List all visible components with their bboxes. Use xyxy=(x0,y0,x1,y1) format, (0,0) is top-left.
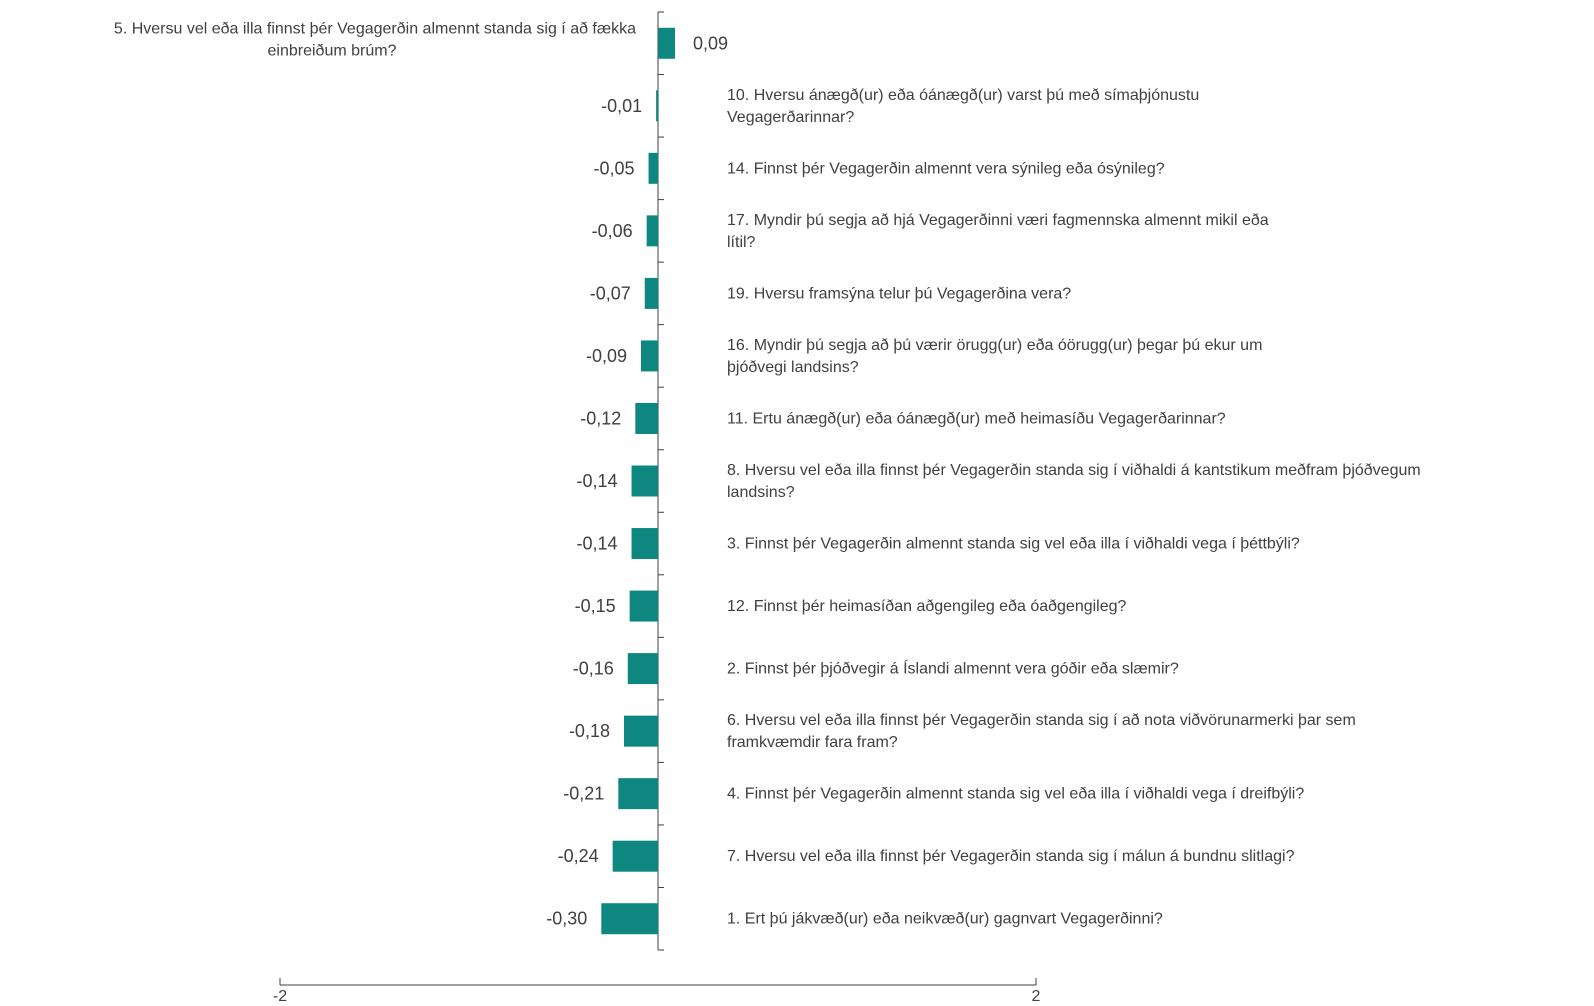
data-label: -0,14 xyxy=(577,471,618,491)
data-label: -0,06 xyxy=(592,221,633,241)
bar xyxy=(629,590,658,622)
bar xyxy=(601,903,658,935)
data-label: -0,21 xyxy=(563,784,604,804)
category-label: 7. Hversu vel eða illa finnst þér Vegage… xyxy=(727,848,1295,865)
category-label: 6. Hversu vel eða illa finnst þér Vegage… xyxy=(727,712,1356,729)
category-label: framkvæmdir fara fram? xyxy=(727,734,898,751)
bar xyxy=(640,340,658,372)
bar xyxy=(658,27,676,59)
category-label: 1. Ert þú jákvæð(ur) eða neikvæð(ur) gag… xyxy=(727,911,1163,928)
x-tick-label: 2 xyxy=(1032,988,1041,1005)
x-tick-label: -2 xyxy=(273,988,287,1005)
category-label: 8. Hversu vel eða illa finnst þér Vegage… xyxy=(727,462,1421,479)
bar xyxy=(618,778,658,810)
bar xyxy=(656,90,659,122)
category-label: þjóðvegi landsins? xyxy=(727,359,859,376)
data-label: -0,09 xyxy=(586,346,627,366)
data-label: -0,14 xyxy=(577,534,618,554)
category-label: lítil? xyxy=(727,234,756,251)
category-label: Vegagerðarinnar? xyxy=(727,109,854,126)
category-label: landsins? xyxy=(727,484,795,501)
category-label: 4. Finnst þér Vegagerðin almennt standa … xyxy=(727,786,1304,803)
data-label: -0,30 xyxy=(546,909,587,929)
bar xyxy=(612,840,658,872)
category-label: 11. Ertu ánægð(ur) eða óánægð(ur) með he… xyxy=(727,410,1226,427)
data-label: -0,05 xyxy=(594,158,635,178)
category-label: 19. Hversu framsýna telur þú Vegagerðina… xyxy=(727,285,1071,302)
data-label: -0,18 xyxy=(569,721,610,741)
bar xyxy=(635,402,658,434)
category-label: 3. Finnst þér Vegagerðin almennt standa … xyxy=(727,536,1300,553)
category-label: einbreiðum brúm? xyxy=(268,42,397,59)
data-label: -0,24 xyxy=(558,846,599,866)
data-label: -0,15 xyxy=(575,596,616,616)
data-label: -0,16 xyxy=(573,659,614,679)
data-label: 0,09 xyxy=(693,33,728,53)
bar xyxy=(646,215,658,247)
category-label: 16. Myndir þú segja að þú værir örugg(ur… xyxy=(727,337,1262,354)
bar xyxy=(623,715,658,747)
data-label: -0,12 xyxy=(580,408,621,428)
category-label: 12. Finnst þér heimasíðan aðgengileg eða… xyxy=(727,598,1127,615)
bar xyxy=(631,465,658,497)
data-label: -0,01 xyxy=(601,96,642,116)
bar xyxy=(631,528,658,560)
bar xyxy=(644,277,658,309)
category-label: 2. Finnst þér þjóðvegir á Íslandi almenn… xyxy=(727,659,1179,678)
category-label: 10. Hversu ánægð(ur) eða óánægð(ur) vars… xyxy=(727,87,1199,104)
category-label: 5. Hversu vel eða illa finnst þér Vegage… xyxy=(114,20,636,37)
bar xyxy=(648,152,658,184)
category-label: 17. Myndir þú segja að hjá Vegagerðinni … xyxy=(727,212,1269,229)
bar xyxy=(627,653,658,685)
data-label: -0,07 xyxy=(590,283,631,303)
category-label: 14. Finnst þér Vegagerðin almennt vera s… xyxy=(727,160,1165,177)
